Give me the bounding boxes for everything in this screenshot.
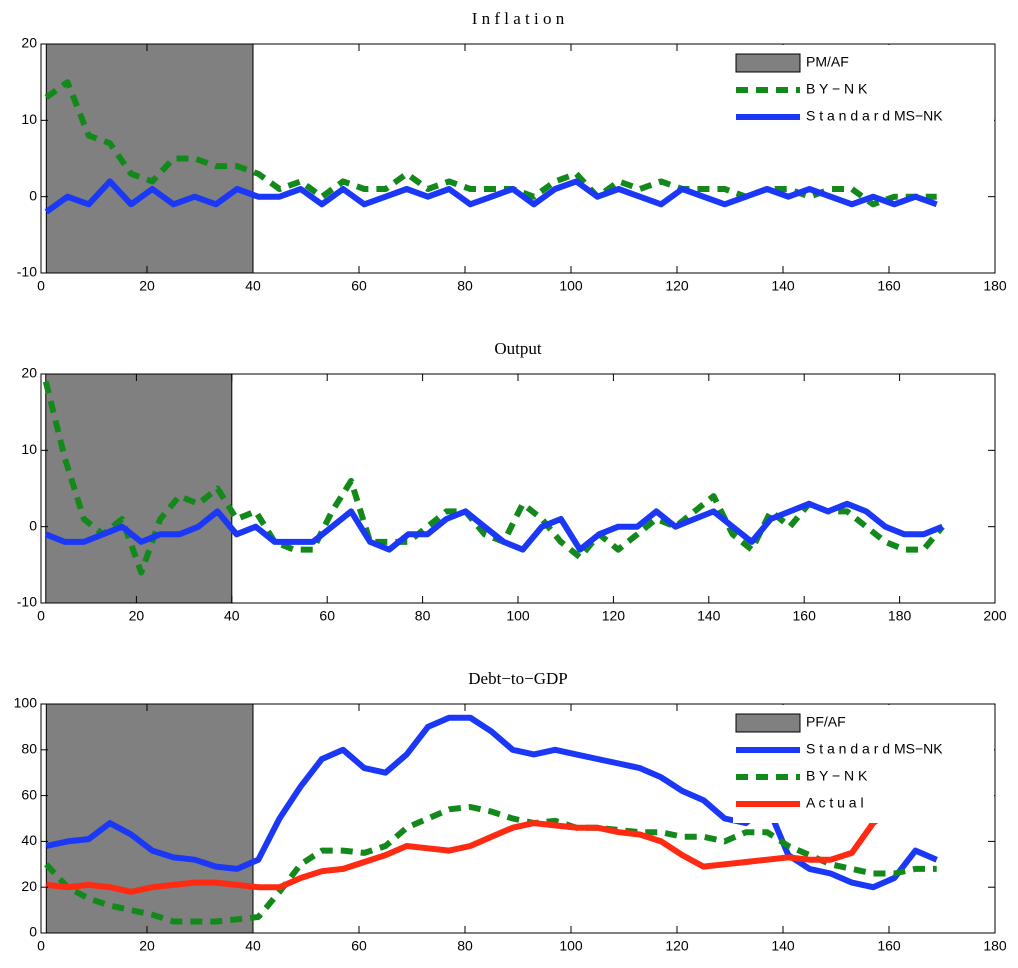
y-tick-label: 0	[29, 187, 37, 203]
data-line	[45, 804, 897, 895]
axes-frame	[40, 703, 996, 934]
x-tick-label: 0	[37, 608, 45, 624]
y-tick-label: 10	[21, 441, 37, 457]
x-tick-label: 20	[139, 278, 155, 294]
x-tick-label: 100	[506, 608, 530, 624]
x-tick-label: 120	[602, 608, 626, 624]
x-tick-label: 160	[877, 938, 901, 954]
data-line	[44, 500, 944, 553]
y-tick-label: 20	[21, 35, 37, 51]
x-tick-label: 140	[771, 938, 795, 954]
x-tick-label: 60	[351, 938, 367, 954]
legend-label: B Y − N K	[806, 768, 868, 784]
x-tick-label: 0	[37, 278, 45, 294]
legend-label: B Y − N K	[806, 81, 868, 97]
y-tick-label: 40	[21, 832, 37, 848]
data-line	[44, 79, 937, 208]
y-tick-label: 10	[21, 111, 37, 127]
y-tick-label: 0	[29, 517, 37, 533]
legend-label: S t a n d a r d MS−NK	[806, 741, 943, 757]
x-tick-label: 60	[319, 608, 335, 624]
x-tick-label: 80	[457, 938, 473, 954]
x-tick-label: 180	[983, 278, 1007, 294]
shaded-region	[45, 43, 254, 274]
y-tick-label: 100	[14, 695, 38, 711]
x-tick-label: 120	[665, 938, 689, 954]
x-tick-label: 20	[139, 938, 155, 954]
x-tick-label: 40	[245, 278, 261, 294]
chart-title: Output	[494, 339, 542, 358]
legend-label: PF/AF	[806, 714, 846, 730]
x-tick-label: 180	[888, 608, 912, 624]
y-tick-label: 80	[21, 741, 37, 757]
y-tick-label: 20	[21, 878, 37, 894]
shaded-region	[45, 703, 254, 934]
x-tick-label: 100	[559, 278, 583, 294]
data-line	[44, 804, 937, 925]
x-tick-label: 200	[983, 608, 1007, 624]
y-tick-label: -10	[17, 264, 37, 280]
y-tick-label: 60	[21, 786, 37, 802]
x-tick-label: 60	[351, 278, 367, 294]
x-tick-label: 40	[245, 938, 261, 954]
x-tick-label: 180	[983, 938, 1007, 954]
axes-frame	[40, 43, 996, 274]
x-tick-label: 20	[129, 608, 145, 624]
y-tick-label: 20	[21, 365, 37, 381]
x-tick-label: 0	[37, 938, 45, 954]
legend-label: A c t u a l	[806, 795, 864, 811]
legend-label: S t a n d a r d MS−NK	[806, 108, 943, 124]
chart-title: Debt−to−GDP	[468, 669, 567, 688]
x-tick-label: 40	[224, 608, 240, 624]
legend-label: PM/AF	[806, 54, 849, 70]
legend-swatch	[735, 53, 801, 73]
data-line	[44, 178, 938, 215]
x-tick-label: 160	[877, 278, 901, 294]
legend-swatch	[735, 713, 801, 733]
x-tick-label: 120	[665, 278, 689, 294]
y-tick-label: -10	[17, 594, 37, 610]
x-tick-label: 80	[415, 608, 431, 624]
x-tick-label: 140	[771, 278, 795, 294]
x-tick-label: 100	[559, 938, 583, 954]
chart-title: I n f l a t i o n	[472, 9, 565, 28]
y-tick-label: 0	[29, 924, 37, 940]
x-tick-label: 80	[457, 278, 473, 294]
x-tick-label: 140	[697, 608, 721, 624]
x-tick-label: 160	[793, 608, 817, 624]
